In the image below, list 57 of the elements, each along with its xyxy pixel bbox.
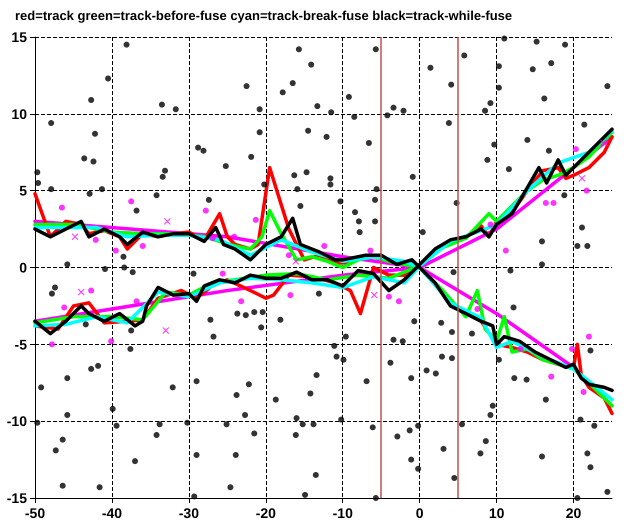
point <box>548 374 554 380</box>
x-tick-label: -30 <box>178 505 200 521</box>
x-tick-label: -40 <box>102 505 122 521</box>
y-tick-label: 10 <box>11 106 28 122</box>
point <box>292 258 300 265</box>
point <box>108 338 114 344</box>
y-tick-label: -10 <box>6 413 28 430</box>
point <box>572 146 579 152</box>
point <box>92 236 99 243</box>
point <box>61 304 68 310</box>
point <box>550 200 557 206</box>
point <box>584 188 590 194</box>
x-tick-label: 10 <box>488 505 505 521</box>
point <box>487 221 494 228</box>
point <box>600 140 608 147</box>
point <box>370 292 378 299</box>
point <box>164 218 171 225</box>
point <box>48 341 55 348</box>
point <box>474 306 480 312</box>
point <box>396 298 402 304</box>
point <box>542 200 549 206</box>
point <box>202 208 209 214</box>
y-tick-label: -15 <box>6 490 28 506</box>
point <box>252 216 259 223</box>
x-tick-label: 0 <box>416 505 424 521</box>
point <box>112 248 119 254</box>
point <box>517 346 524 352</box>
point <box>321 242 328 249</box>
point <box>586 334 592 340</box>
point <box>58 204 65 211</box>
y-tick-label: 5 <box>19 182 28 199</box>
point <box>286 252 292 258</box>
point <box>78 288 85 296</box>
point <box>367 248 374 254</box>
point <box>580 388 587 395</box>
x-tick-label: -10 <box>332 505 354 521</box>
point <box>569 346 575 352</box>
point <box>72 233 79 240</box>
point <box>287 292 294 298</box>
x-tick-label: -50 <box>24 505 46 521</box>
y-tick-label: 0 <box>19 260 28 276</box>
chart-title: red=track green=track-before-fuse cyan=track-break-fuse black=track-while-fuse <box>15 8 512 23</box>
point <box>238 298 244 304</box>
point <box>386 294 392 300</box>
point <box>578 174 586 182</box>
y-tick-label: 15 <box>11 29 28 45</box>
point <box>220 270 226 277</box>
point <box>231 234 238 240</box>
y-tick-label: -5 <box>14 336 28 352</box>
point <box>140 242 146 249</box>
x-tick-label: -20 <box>256 505 276 521</box>
x-tick-label: 20 <box>566 505 582 521</box>
point <box>88 288 94 294</box>
point <box>502 248 509 254</box>
point <box>210 235 216 242</box>
point <box>162 327 170 334</box>
point <box>128 198 134 204</box>
